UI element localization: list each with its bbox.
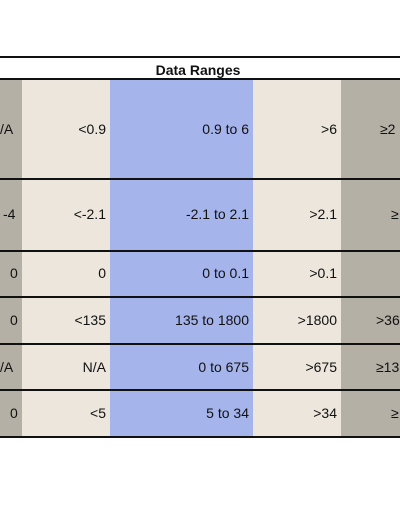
table-cell: 0 (98, 265, 106, 281)
column-band-right-edge (341, 80, 400, 438)
table-cell: >1800 (297, 312, 337, 328)
row-divider (0, 250, 400, 252)
row-divider (0, 178, 400, 180)
table-cell: >34 (313, 405, 337, 421)
table-cell: 0 to 675 (198, 359, 249, 375)
table-cell: /A (0, 121, 14, 137)
table-cell: >675 (305, 359, 337, 375)
table-cell: <-2.1 (73, 206, 106, 222)
table-title: Data Ranges (155, 62, 241, 78)
table-title-bar: Data Ranges (0, 56, 400, 80)
table-cell: >0.1 (309, 265, 337, 281)
row-divider (0, 389, 400, 391)
table-cell: 0 (10, 265, 18, 281)
table-cell: -4 (3, 206, 16, 222)
table-cell: N/A (82, 359, 106, 375)
table-cell: ≥2 (380, 121, 396, 137)
table-cell: >2.1 (309, 206, 337, 222)
table-cell: >36 (376, 312, 400, 328)
table-cell: <0.9 (78, 121, 106, 137)
table-cell: 0 (10, 405, 18, 421)
table-cell: ≥ (391, 206, 399, 222)
table-cell: 0 (10, 312, 18, 328)
row-divider (0, 343, 400, 345)
table-cell: 135 to 1800 (175, 312, 249, 328)
column-band-left-edge (0, 80, 22, 438)
table-cell: ≥ (391, 405, 399, 421)
table-cell: 5 to 34 (206, 405, 249, 421)
table-cell: -2.1 to 2.1 (185, 206, 249, 222)
table-cell: <135 (74, 312, 106, 328)
table-cell: >6 (321, 121, 337, 137)
table-cell: 0 to 0.1 (202, 265, 249, 281)
column-band-high (253, 80, 341, 438)
table-cell: 0.9 to 6 (202, 121, 249, 137)
column-band-normal (110, 80, 253, 438)
column-band-low (22, 80, 110, 438)
table-cell: /A (0, 359, 14, 375)
table-cell: ≥13 (376, 359, 400, 375)
row-divider (0, 296, 400, 298)
table-cell: <5 (90, 405, 106, 421)
table-bottom-border (0, 436, 400, 438)
